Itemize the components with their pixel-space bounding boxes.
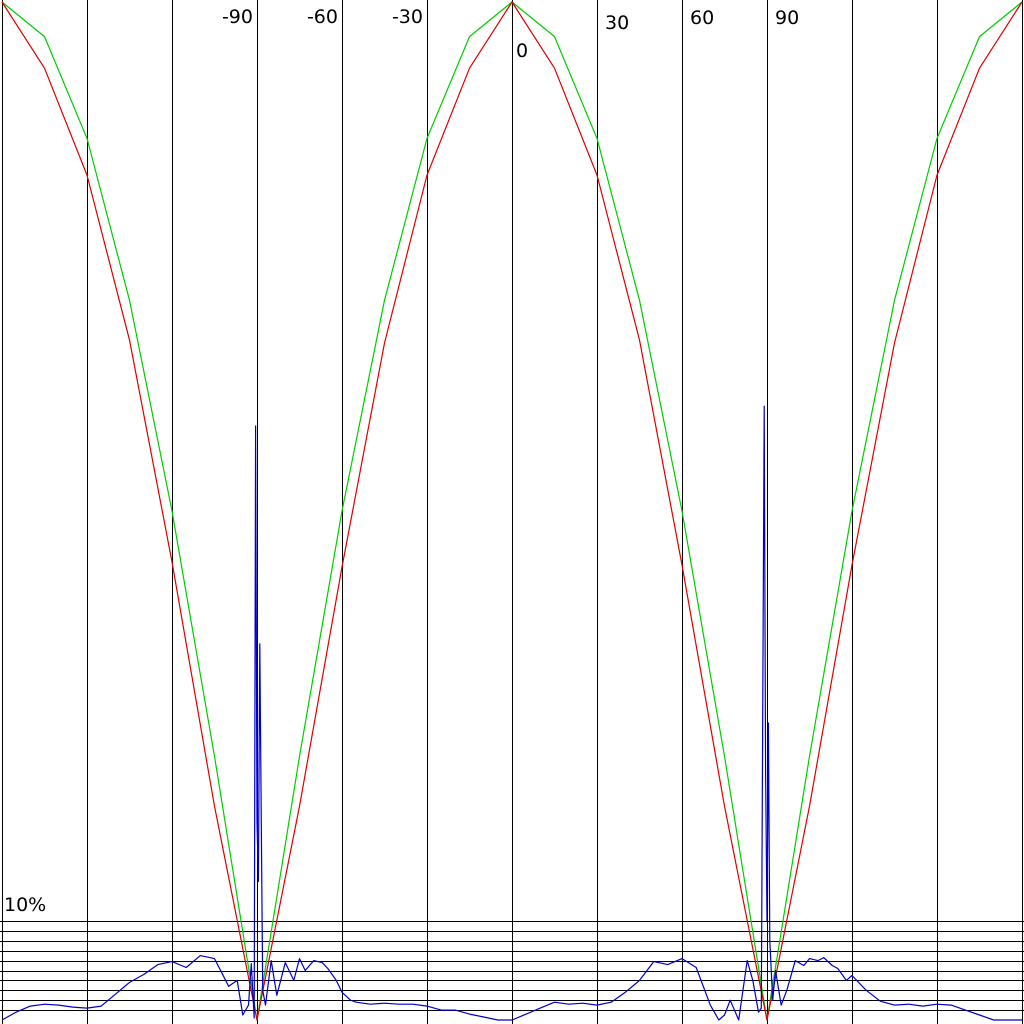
label-layer: -90 -60 -30 0 30 60 90 [222,6,799,62]
error-axis-label: 10% [4,894,46,916]
x-tick-label: -60 [307,6,338,28]
x-tick-label: 60 [690,7,714,29]
x-tick-label: -30 [392,6,423,28]
x-tick-label: -90 [222,6,253,28]
x-tick-label: 30 [605,12,629,34]
x-tick-label: 90 [775,7,799,29]
series-line-error-percent [1,405,1022,1021]
x-tick-label: 0 [516,40,528,62]
